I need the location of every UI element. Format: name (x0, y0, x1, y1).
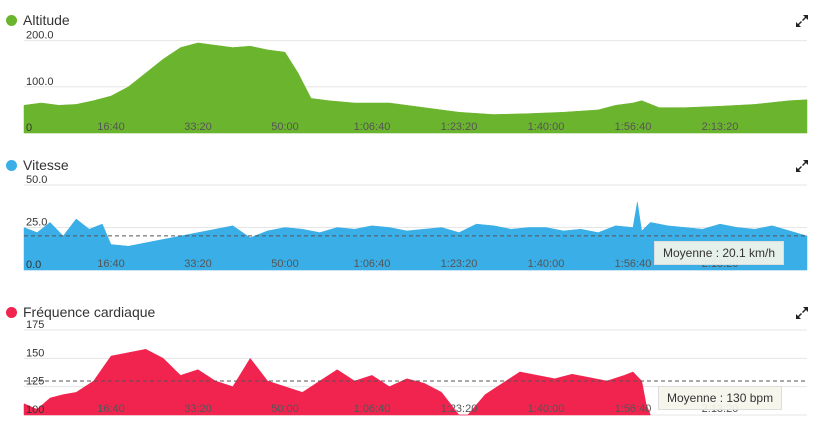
x-tick-label: 1:40:00 (528, 258, 565, 270)
heart-rate-average-tooltip: Moyenne : 130 bpm (658, 386, 783, 410)
heart-rate-panel: Fréquence cardiaque 175 150 125 100 16:40 33:… (0, 290, 827, 438)
x-tick-label: 33:20 (184, 258, 212, 270)
x-tick-label: 1:06:40 (354, 121, 391, 133)
altitude-legend[interactable]: Altitude (6, 12, 70, 28)
x-tick-label: 50:00 (271, 403, 299, 415)
series-area[interactable] (23, 42, 808, 134)
x-tick-label: 16:40 (97, 258, 125, 270)
x-tick-label: 1:06:40 (354, 403, 391, 415)
altitude-expand-icon[interactable] (795, 14, 809, 28)
x-tick-label: 1:56:40 (615, 258, 652, 270)
x-tick-label: 1:56:40 (615, 403, 652, 415)
speed-chart[interactable]: 50.0 25.0 0.0 16:40 33:20 50:00 1:06:40 1:23:20… (0, 145, 827, 280)
y-tick-label: 0 (26, 122, 32, 134)
x-tick-label: 2:13:20 (702, 121, 739, 133)
speed-expand-icon[interactable] (795, 159, 809, 173)
series-area[interactable] (23, 201, 808, 271)
x-tick-label: 1:06:40 (354, 258, 391, 270)
speed-panel: Vitesse 50.0 25.0 0.0 16:40 33:20 50:00 1:06:4… (0, 145, 827, 280)
y-tick-label: 50.0 (26, 174, 47, 186)
y-tick-label: 200.0 (26, 30, 54, 42)
x-tick-label: 50:00 (271, 121, 299, 133)
y-tick-label: 125 (26, 376, 44, 388)
altitude-legend-label: Altitude (23, 12, 70, 28)
x-tick-label: 33:20 (184, 403, 212, 415)
x-tick-label: 1:23:20 (441, 258, 478, 270)
speed-average-tooltip: Moyenne : 20.1 km/h (654, 241, 785, 265)
x-tick-label: 1:23:20 (441, 121, 478, 133)
heart-rate-legend[interactable]: Fréquence cardiaque (6, 304, 155, 320)
x-tick-label: 16:40 (97, 121, 125, 133)
x-tick-label: 1:40:00 (528, 121, 565, 133)
x-tick-label: 1:56:40 (615, 121, 652, 133)
heart-rate-chart[interactable]: 175 150 125 100 16:40 33:20 50:00 1:06:40 1:23:2… (0, 290, 827, 438)
altitude-panel: Altitude 200.0 100.0 0 16:40 33:20 50:00 1:06:… (0, 0, 827, 140)
y-tick-label: 25.0 (26, 217, 47, 229)
y-tick-label: 150 (26, 347, 44, 359)
x-tick-label: 50:00 (271, 258, 299, 270)
y-tick-label: 100.0 (26, 76, 54, 88)
altitude-legend-dot (6, 14, 17, 26)
series-area[interactable] (23, 349, 651, 416)
heart-rate-legend-dot (6, 306, 17, 318)
heart-rate-expand-icon[interactable] (795, 306, 809, 320)
x-tick-label: 1:40:00 (528, 403, 565, 415)
speed-legend-dot (6, 159, 17, 171)
speed-legend-label: Vitesse (23, 157, 69, 173)
x-tick-label: 33:20 (184, 121, 212, 133)
speed-legend[interactable]: Vitesse (6, 157, 69, 173)
altitude-chart[interactable]: 200.0 100.0 0 16:40 33:20 50:00 1:06:40 1:23:20… (0, 0, 827, 140)
heart-rate-legend-label: Fréquence cardiaque (23, 304, 156, 320)
y-tick-label: 100 (26, 404, 44, 416)
x-tick-label: 16:40 (97, 403, 125, 415)
x-tick-label: 1:23:20 (441, 403, 478, 415)
y-tick-label: 175 (26, 319, 44, 331)
y-tick-label: 0.0 (26, 259, 41, 271)
